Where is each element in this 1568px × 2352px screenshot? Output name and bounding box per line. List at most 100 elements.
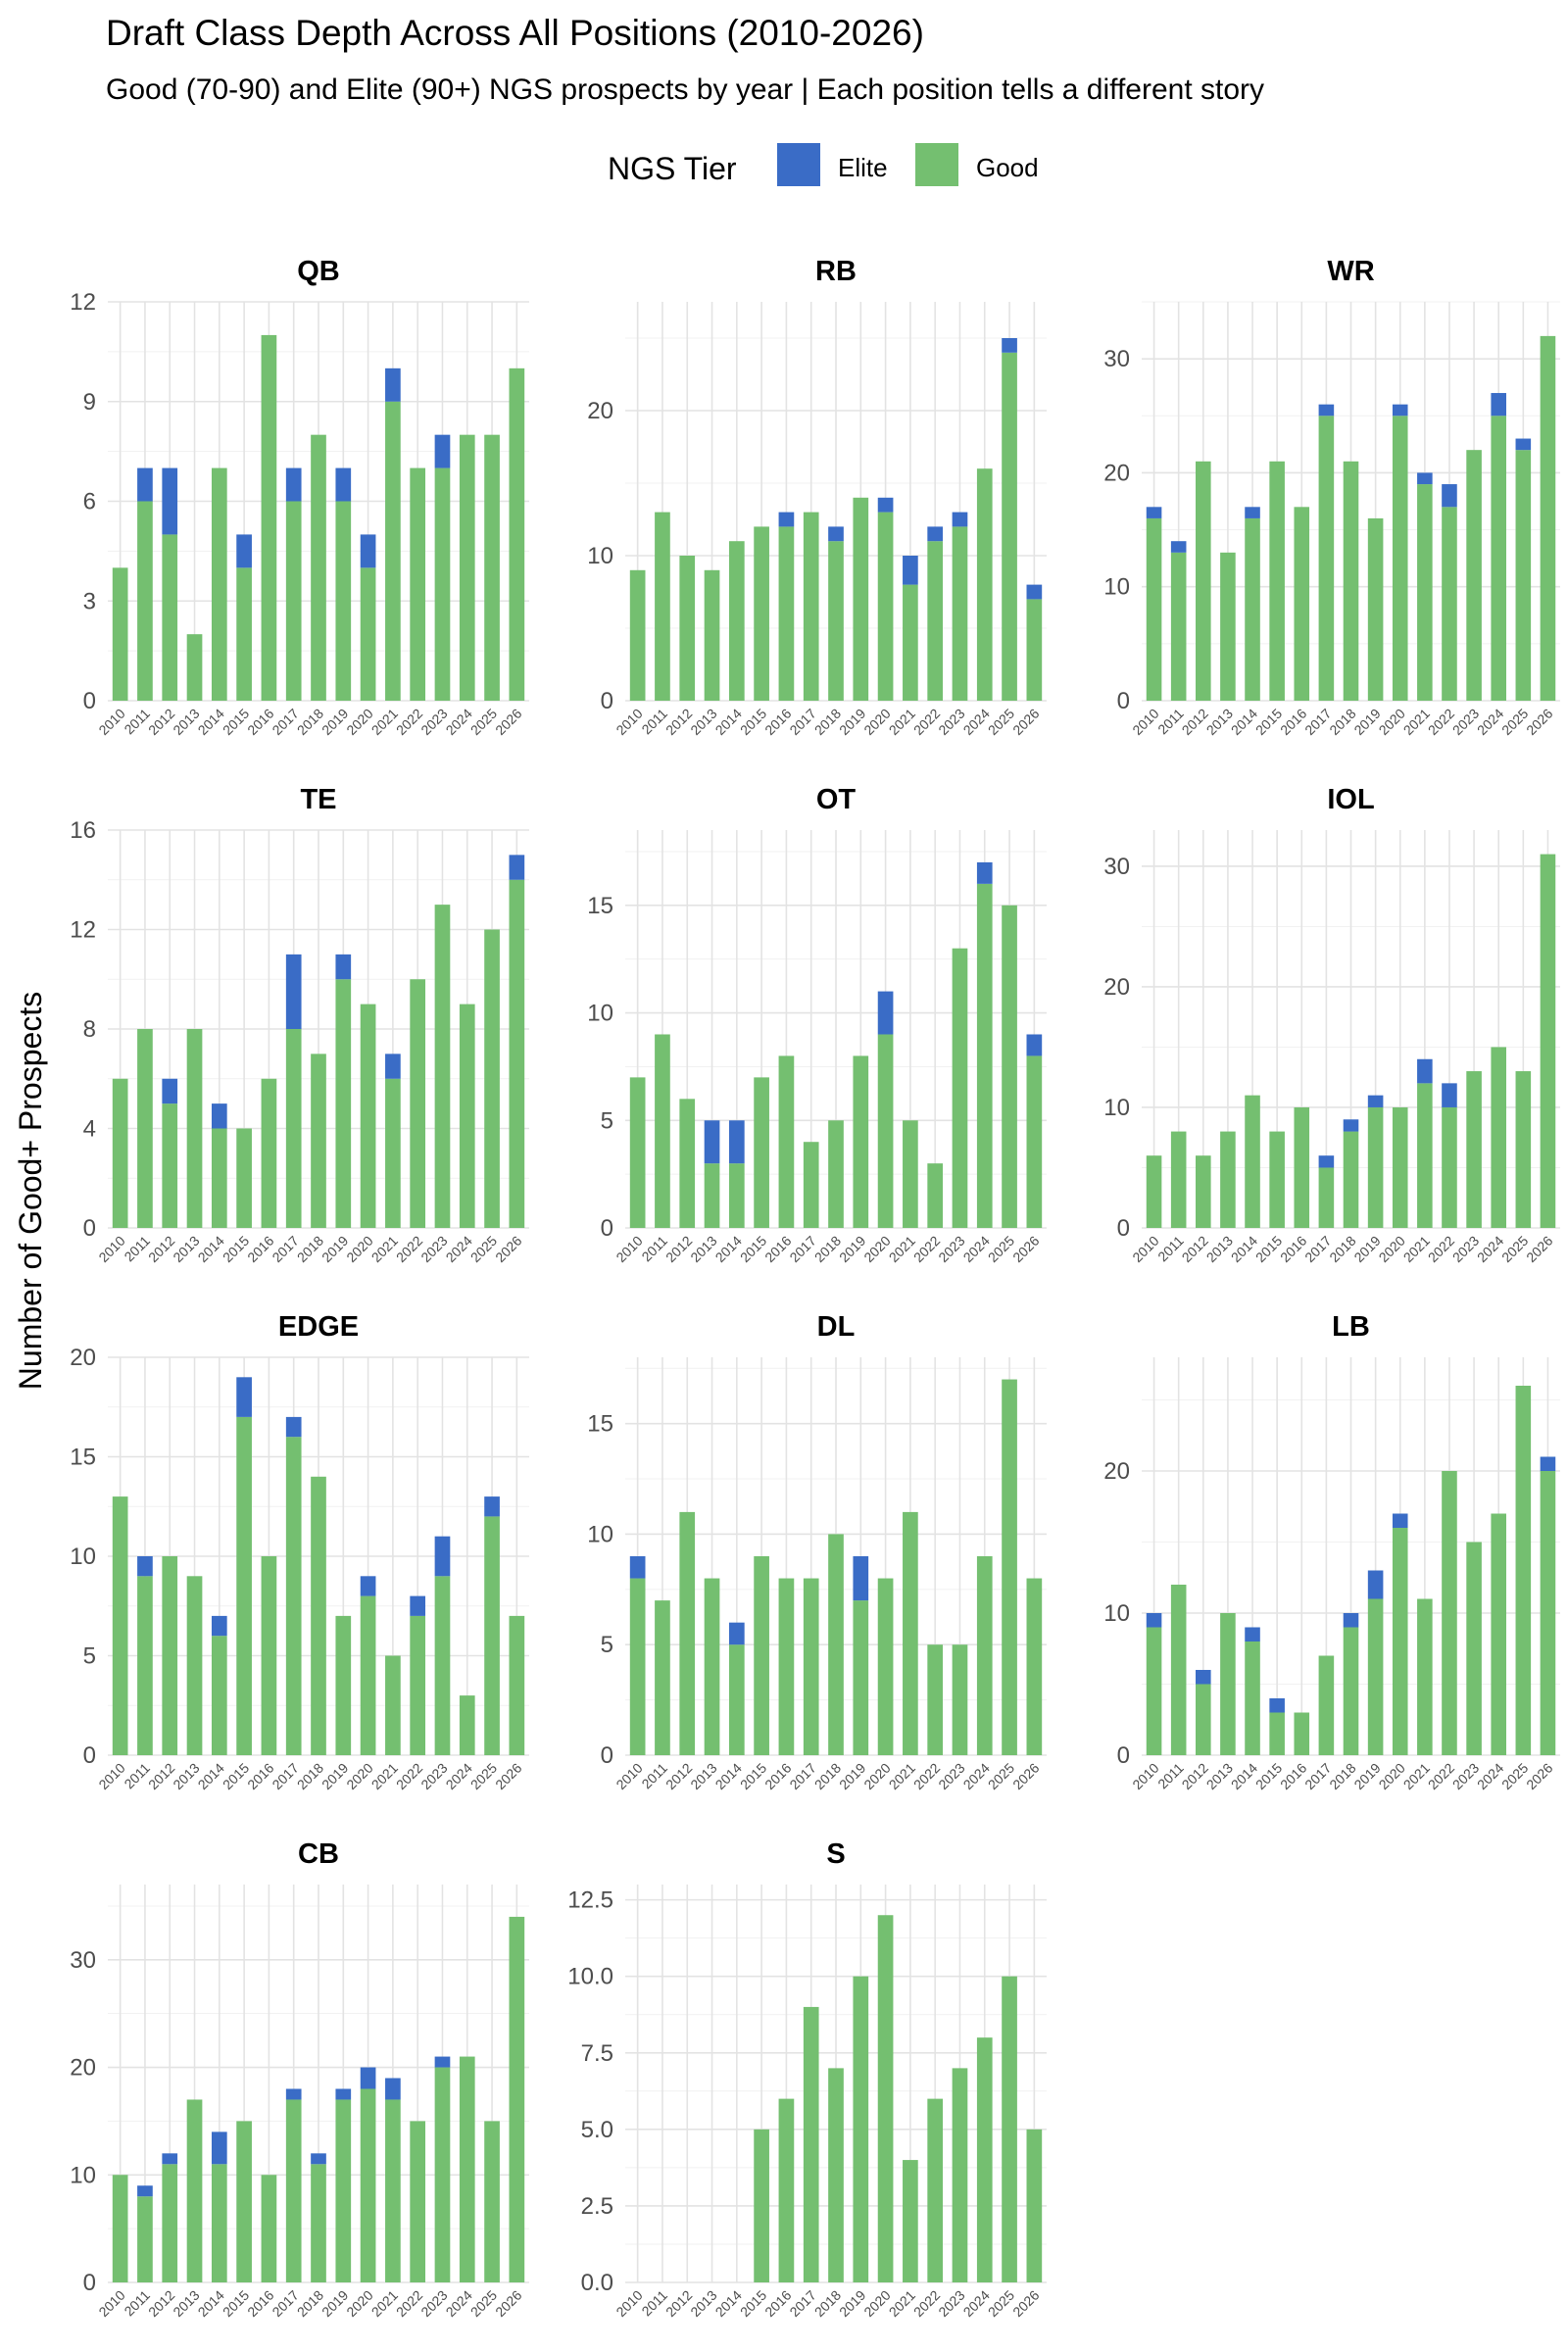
bar-elite-rb-2026: [1026, 584, 1043, 600]
bar-good-cb-2013: [186, 2099, 203, 2282]
x-tick-label: 2023: [935, 2287, 967, 2320]
x-tick-label: 2021: [886, 2287, 918, 2320]
bar-good-iol-2024: [1491, 1047, 1506, 1228]
bar-good-cb-2012: [162, 2164, 178, 2282]
x-tick-label: 2015: [1252, 1233, 1285, 1265]
bar-good-lb-2012: [1196, 1684, 1211, 1755]
x-tick-label: 2021: [1400, 706, 1433, 738]
x-tick-label: 2011: [1154, 1233, 1187, 1265]
x-tick-label: 2011: [638, 1760, 670, 1792]
x-tick-label: 2013: [170, 2287, 202, 2320]
y-tick-label: 0: [601, 1742, 613, 1769]
x-tick-label: 2013: [170, 706, 202, 738]
bar-good-rb-2019: [853, 497, 869, 701]
x-tick-label: 2014: [195, 2287, 227, 2320]
x-tick-label: 2024: [443, 2287, 475, 2320]
x-tick-label: 2021: [368, 1760, 401, 1792]
bar-elite-wr-2017: [1318, 404, 1335, 416]
bar-good-ot-2014: [728, 1163, 745, 1228]
bar-good-rb-2021: [903, 584, 918, 701]
bar-elite-ot-2026: [1026, 1034, 1043, 1056]
bar-good-qb-2025: [484, 434, 500, 701]
bar-good-lb-2021: [1417, 1598, 1433, 1755]
bar-good-lb-2022: [1442, 1471, 1457, 1755]
y-axis-label: Number of Good+ Prospects: [13, 992, 48, 1390]
facet-title-edge: EDGE: [278, 1311, 359, 1343]
x-tick-label: 2025: [985, 1233, 1017, 1265]
bar-elite-iol-2022: [1442, 1083, 1457, 1107]
bar-good-ot-2024: [976, 883, 993, 1228]
bar-good-wr-2018: [1343, 461, 1359, 701]
bar-elite-qb-2021: [385, 368, 401, 402]
x-tick-label: 2025: [467, 1760, 500, 1792]
facet-title-te: TE: [300, 784, 336, 815]
facet-rb: RB01020201020112012201320142015201620172…: [587, 256, 1047, 738]
bar-good-iol-2025: [1515, 1071, 1532, 1228]
legend-title: NGS Tier: [608, 151, 737, 186]
x-tick-label: 2018: [811, 2287, 844, 2320]
bar-good-lb-2019: [1367, 1598, 1384, 1755]
bar-elite-iol-2017: [1318, 1155, 1335, 1168]
x-tick-label: 2017: [786, 2287, 818, 2320]
x-tick-label: 2010: [95, 1233, 127, 1265]
y-tick-label: 20: [1103, 974, 1130, 1001]
x-tick-label: 2026: [1009, 2287, 1042, 2320]
facet-title-qb: QB: [297, 256, 340, 287]
bar-good-wr-2010: [1146, 517, 1162, 701]
bar-elite-cb-2020: [360, 2067, 376, 2089]
x-tick-label: 2023: [417, 706, 450, 738]
x-tick-label: 2024: [443, 1233, 475, 1265]
bar-good-edge-2022: [410, 1615, 426, 1755]
bar-good-qb-2015: [236, 567, 252, 701]
x-tick-label: 2011: [1154, 706, 1187, 738]
x-tick-label: 2015: [737, 1233, 769, 1265]
legend-swatch-elite: [777, 143, 820, 186]
bar-good-dl-2014: [728, 1644, 745, 1755]
bar-elite-wr-2025: [1515, 438, 1532, 451]
bar-elite-edge-2023: [434, 1536, 451, 1577]
x-tick-label: 2024: [1474, 1760, 1506, 1792]
y-tick-label: 30: [1103, 854, 1130, 880]
bar-good-rb-2026: [1026, 599, 1043, 701]
y-tick-label: 0: [83, 688, 96, 714]
x-tick-label: 2023: [1449, 706, 1482, 738]
y-tick-label: 10: [1103, 574, 1130, 601]
facet-lb: LB01020201020112012201320142015201620172…: [1103, 1311, 1560, 1792]
bar-good-cb-2019: [335, 2099, 352, 2282]
x-tick-label: 2022: [910, 1233, 943, 1265]
facet-title-cb: CB: [298, 1838, 339, 1870]
bar-good-cb-2025: [484, 2121, 500, 2282]
y-tick-label: 0: [1117, 1742, 1130, 1769]
x-tick-label: 2012: [145, 1233, 177, 1265]
bar-good-te-2023: [434, 905, 451, 1228]
x-tick-label: 2023: [1449, 1760, 1482, 1792]
bar-good-s-2022: [927, 2098, 944, 2282]
bar-good-te-2021: [385, 1078, 401, 1228]
x-tick-label: 2015: [220, 2287, 252, 2320]
x-tick-label: 2020: [1376, 1760, 1408, 1792]
x-tick-label: 2017: [1301, 1760, 1334, 1792]
facet-title-ot: OT: [816, 784, 857, 815]
x-tick-label: 2019: [1350, 706, 1383, 738]
x-tick-label: 2014: [195, 706, 227, 738]
bar-good-rb-2012: [679, 556, 696, 701]
bar-elite-ot-2013: [704, 1120, 720, 1164]
x-tick-label: 2011: [638, 1233, 670, 1265]
bar-elite-qb-2019: [335, 467, 352, 502]
bar-good-dl-2016: [778, 1578, 795, 1755]
x-tick-label: 2025: [1498, 706, 1531, 738]
bar-good-dl-2022: [927, 1644, 944, 1755]
y-tick-label: 16: [70, 817, 96, 844]
x-tick-label: 2015: [220, 706, 252, 738]
x-tick-label: 2025: [467, 2287, 500, 2320]
x-tick-label: 2019: [836, 1233, 868, 1265]
bar-elite-cb-2011: [137, 2185, 153, 2197]
bar-good-qb-2019: [335, 501, 352, 701]
x-tick-label: 2012: [1179, 706, 1211, 738]
bar-good-s-2021: [903, 2160, 918, 2282]
x-tick-label: 2017: [1301, 706, 1334, 738]
bar-good-qb-2010: [112, 567, 128, 701]
bar-elite-te-2026: [509, 855, 525, 880]
bar-good-rb-2013: [704, 569, 720, 701]
